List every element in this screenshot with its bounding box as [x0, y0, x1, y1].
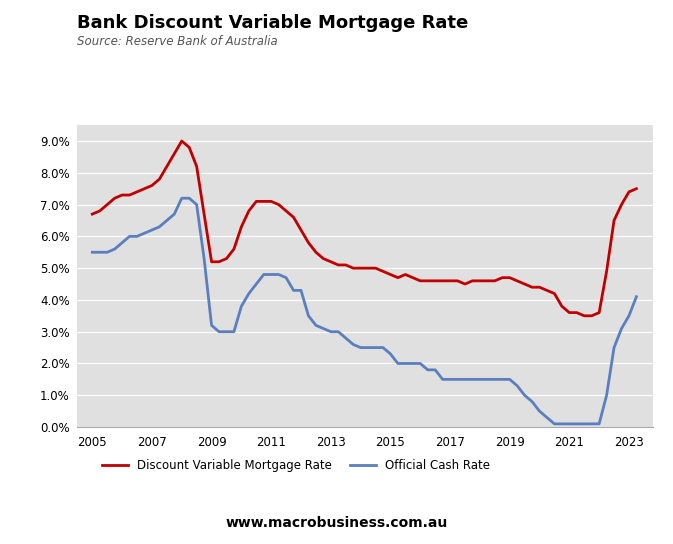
Text: MACRO: MACRO [550, 20, 618, 38]
Text: Bank Discount Variable Mortgage Rate: Bank Discount Variable Mortgage Rate [77, 14, 468, 32]
Text: www.macrobusiness.com.au: www.macrobusiness.com.au [225, 516, 448, 530]
Text: BUSINESS: BUSINESS [546, 48, 621, 61]
Text: Source: Reserve Bank of Australia: Source: Reserve Bank of Australia [77, 35, 278, 48]
Legend: Discount Variable Mortgage Rate, Official Cash Rate: Discount Variable Mortgage Rate, Officia… [97, 455, 495, 477]
